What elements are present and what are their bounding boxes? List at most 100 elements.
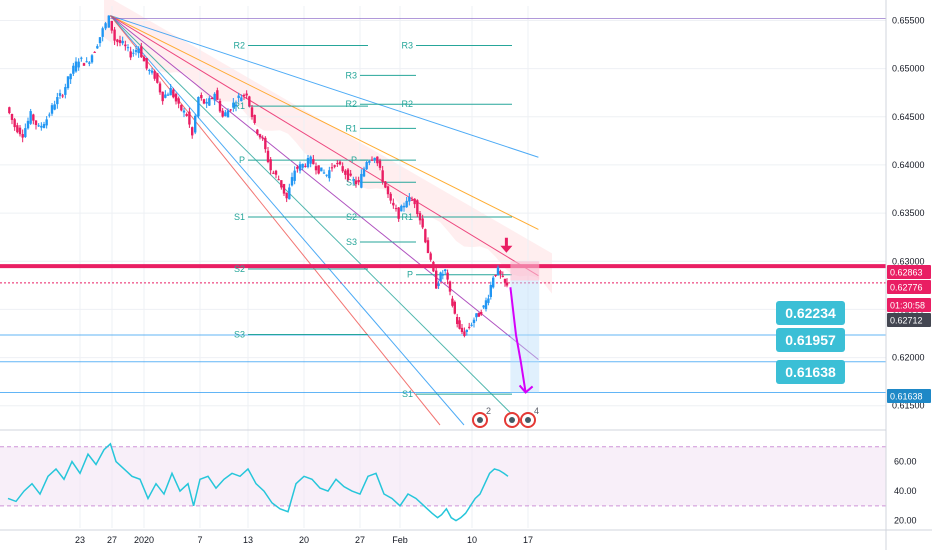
candle-body — [468, 326, 471, 328]
candle-body — [118, 40, 122, 43]
pivot-label: P — [407, 270, 413, 280]
candle-body — [229, 109, 232, 111]
candle-body — [253, 114, 256, 123]
time-tick-label: 27 — [107, 535, 117, 545]
price-tag — [887, 389, 931, 403]
candle-body — [477, 312, 480, 317]
prediction-arrow — [509, 287, 527, 393]
price-tag-label: 0.62776 — [890, 283, 923, 293]
candle-body — [400, 205, 403, 212]
candle-body — [312, 159, 315, 165]
candle-body — [248, 96, 251, 106]
candle-body — [134, 50, 138, 52]
candle-body — [53, 104, 56, 110]
candle-body — [282, 184, 286, 194]
pivot-label: P — [351, 155, 357, 165]
pivot-label: P — [239, 155, 245, 165]
candle-body — [456, 317, 459, 324]
price-tick-label: 0.61500 — [892, 401, 925, 411]
candle-body — [113, 29, 116, 41]
rsi-tick-label: 20.00 — [894, 516, 917, 526]
event-marker-dot — [525, 417, 531, 423]
candle-body — [126, 47, 130, 49]
pivot-label: S3 — [234, 329, 245, 339]
candle-body — [501, 275, 504, 277]
candle-body — [266, 150, 270, 163]
pivot-label: R2 — [345, 99, 357, 109]
candle-body — [370, 159, 374, 161]
candle-body — [172, 89, 175, 98]
trendline — [110, 15, 522, 424]
candle-body — [174, 93, 178, 102]
candle-body — [194, 115, 197, 133]
candle-body — [156, 73, 159, 83]
candle-body — [185, 114, 188, 116]
price-tag-label: 01:30:58 — [890, 301, 925, 311]
candle-body — [288, 187, 291, 200]
candle-body — [164, 94, 167, 98]
time-tick-label: 27 — [355, 535, 365, 545]
candle-body — [237, 95, 240, 99]
candle-body — [182, 110, 186, 113]
trendline — [110, 15, 539, 360]
candle-body — [328, 170, 331, 179]
price-tick-label: 0.63000 — [892, 256, 925, 266]
candle-body — [426, 240, 430, 254]
time-tick-label: 7 — [197, 535, 202, 545]
candle-body — [381, 170, 384, 183]
candle-body — [208, 98, 211, 106]
rsi-tick-label: 40.00 — [894, 486, 917, 496]
candle-body — [413, 198, 416, 205]
candle-body — [333, 165, 336, 167]
candle-body — [42, 124, 46, 128]
candle-body — [153, 71, 156, 79]
candle-body — [378, 160, 382, 168]
candle-body — [330, 167, 334, 169]
pivot-label: R1 — [345, 123, 357, 133]
candle-body — [444, 269, 447, 272]
target-badge — [776, 301, 845, 325]
candle-body — [494, 274, 497, 277]
target-badge-label: 0.62234 — [785, 305, 836, 321]
candle-body — [322, 172, 326, 174]
candle-body — [82, 63, 86, 66]
candle-body — [24, 128, 27, 138]
candle-body — [435, 270, 438, 289]
candle-body — [10, 113, 14, 120]
pivot-label: S1 — [234, 212, 245, 222]
candle-body — [274, 170, 278, 175]
candle-body — [296, 166, 299, 169]
candle-body — [368, 161, 371, 163]
candle-body — [188, 111, 191, 125]
candle-body — [34, 120, 38, 125]
pivot-label: S1 — [402, 389, 413, 399]
candle-body — [256, 129, 259, 134]
candle-body — [341, 166, 344, 172]
candle-body — [386, 186, 390, 195]
candle-body — [142, 56, 146, 62]
candle-body — [8, 107, 11, 114]
pivot-label: R3 — [345, 70, 357, 80]
candle-body — [88, 62, 91, 64]
candle-body — [85, 61, 88, 63]
candle-body — [21, 134, 24, 138]
candle-body — [13, 119, 16, 128]
candle-body — [261, 137, 264, 139]
candle-body — [354, 180, 358, 185]
candle-body — [32, 114, 35, 121]
candle-body — [397, 207, 400, 219]
pivot-label: R1 — [233, 101, 245, 111]
candle-body — [40, 125, 43, 128]
pivot-label: S3 — [346, 237, 357, 247]
pivot-label: S1 — [346, 177, 357, 187]
candle-body — [26, 120, 30, 129]
candle-body — [61, 95, 64, 97]
candle-body — [453, 301, 456, 314]
ichimoku-cloud — [104, 0, 552, 294]
candle-body — [250, 107, 254, 118]
trendline — [110, 15, 539, 277]
candle-body — [290, 177, 294, 186]
pivot-label: S2 — [234, 264, 245, 274]
candle-body — [421, 218, 424, 228]
